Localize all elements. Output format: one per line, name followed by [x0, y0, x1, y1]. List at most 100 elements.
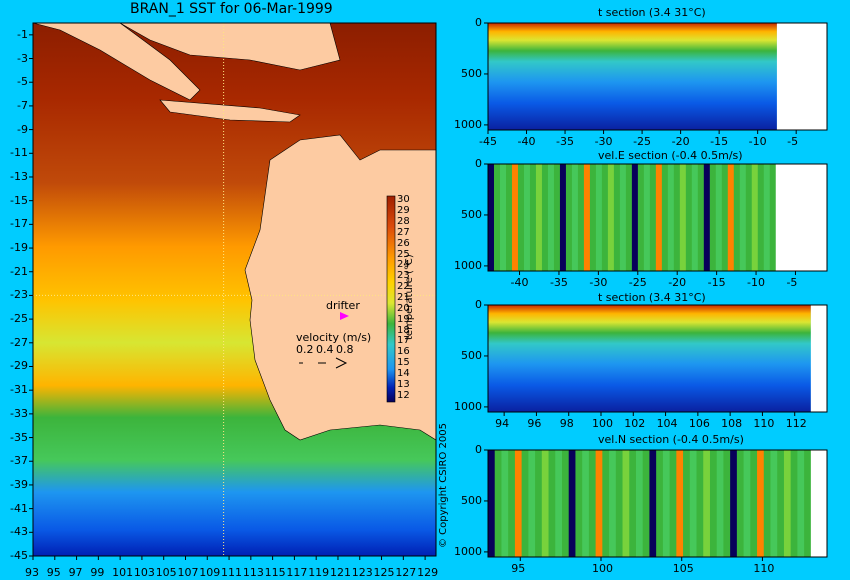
section-stripe: [601, 164, 609, 271]
section-stripe: [541, 164, 549, 271]
colorbar: [386, 195, 396, 403]
section-stripe: [683, 450, 691, 557]
section-stripe: [582, 450, 590, 557]
section-stripe: [649, 450, 657, 557]
section-stripe: [501, 450, 509, 557]
sst-map: [33, 23, 436, 556]
section-panel: [484, 304, 828, 416]
section-stripe: [739, 164, 747, 271]
map-x-tick-label: 125: [373, 566, 395, 579]
map-x-tick-label: 103: [133, 566, 155, 579]
section-stripe: [548, 450, 556, 557]
colorbar-tick-label: 17: [397, 335, 410, 347]
section-y-tick-label: 0: [475, 157, 482, 170]
section-x-tick-label: 94: [495, 417, 510, 430]
map-x-tick-label: 97: [68, 566, 83, 579]
section-field: [488, 305, 811, 412]
section-x-tick-label: 95: [511, 562, 526, 575]
section-y-tick-label: 500: [461, 66, 482, 80]
section-stripe: [629, 450, 637, 557]
section-stripe: [696, 450, 704, 557]
section-stripe: [517, 164, 525, 271]
section-stripe: [669, 450, 677, 557]
section-title: vel.N section (-0.4 0.5m/s): [598, 433, 744, 446]
map-x-tick-label: 99: [90, 566, 105, 579]
section-x-tick-label: 100: [592, 417, 613, 430]
section-stripe: [565, 164, 573, 271]
map-x-tick-label: 111: [221, 566, 243, 579]
section-stripe: [643, 164, 651, 271]
section-stripe: [730, 450, 738, 557]
section-x-tick-label: -10: [747, 276, 765, 289]
section-stripe: [571, 164, 579, 271]
section-stripe: [511, 164, 519, 271]
section-stripe: [769, 164, 777, 271]
section-panel: [484, 449, 828, 561]
section-x-tick-label: -15: [707, 276, 726, 289]
colorbar-tick-label: 23: [397, 270, 410, 282]
section-y-tick-label: 0: [475, 443, 482, 456]
section-stripe: [508, 450, 516, 557]
map-x-tick-label: 105: [155, 566, 177, 579]
section-stripe: [790, 450, 798, 557]
map-x-tick-label: 109: [199, 566, 221, 579]
map-y-tick-label: -17: [10, 217, 28, 231]
section-stripe: [703, 164, 711, 271]
section-stripe: [523, 164, 531, 271]
map-x-tick-label: 121: [329, 566, 351, 579]
colorbar-tick-label: 26: [397, 237, 410, 249]
section-stripe: [777, 450, 785, 557]
velocity-scale-0: 0.2: [296, 343, 314, 356]
colorbar-strip: [386, 195, 396, 403]
section-x-tick-label: 110: [753, 562, 775, 575]
map-y-tick-label: -25: [10, 312, 28, 326]
map-y-tick-label: -7: [17, 98, 28, 112]
colorbar-tick-label: 25: [397, 248, 410, 260]
section-stripe: [763, 450, 771, 557]
section-stripe: [607, 164, 615, 271]
section-stripe: [631, 164, 639, 271]
chart-title: BRAN_1 SST for 06-Mar-1999: [130, 1, 333, 17]
drifter-label: drifter: [326, 299, 360, 312]
section-stripe: [575, 450, 583, 557]
section-stripe: [745, 164, 753, 271]
section-y-tick-label: 1000: [454, 399, 482, 413]
section-stripe: [609, 450, 617, 557]
section-x-tick-label: -25: [628, 276, 647, 289]
section-y-tick-label: 1000: [454, 117, 482, 131]
section-x-tick-label: -25: [633, 135, 652, 148]
colorbar-tick-label: 21: [397, 292, 410, 303]
section-y-tick-label: 1000: [454, 544, 482, 558]
map-y-tick-label: -15: [10, 193, 28, 207]
colorbar-tick-label: 12: [397, 389, 410, 401]
section-stripe: [555, 450, 563, 557]
section-frame: [487, 449, 828, 558]
map-y-tick-label: -31: [10, 383, 28, 397]
map-x-tick-label: 117: [286, 566, 308, 579]
section-stripe: [783, 450, 792, 557]
section-stripe: [709, 450, 718, 557]
land-java: [159, 99, 301, 123]
section-stripe: [691, 164, 699, 271]
section-y-tick-label: 0: [475, 16, 482, 29]
section-stripe: [521, 450, 529, 557]
map-y-tick-label: -41: [10, 501, 28, 515]
section-x-tick-label: 96: [527, 417, 542, 430]
section-stripe: [703, 450, 711, 557]
section-stripe: [637, 164, 645, 271]
section-x-tick-label: -5: [787, 135, 799, 148]
section-x-tick-label: 102: [624, 417, 646, 430]
section-x-tick-label: -30: [594, 135, 613, 148]
section-stripe: [676, 450, 684, 557]
velocity-arrow-large: [335, 357, 348, 369]
section-y-tick-label: 0: [475, 298, 482, 311]
map-x-tick-label: 95: [46, 566, 61, 579]
section-stripe: [649, 164, 657, 271]
section-stripe: [673, 164, 681, 271]
map-x-tick-label: 101: [112, 566, 134, 579]
section-stripe: [602, 450, 610, 557]
map-x-tick-label: 127: [395, 566, 417, 579]
section-stripe: [577, 164, 585, 271]
section-stripe: [689, 450, 698, 557]
section-x-tick-label: 104: [656, 417, 678, 430]
